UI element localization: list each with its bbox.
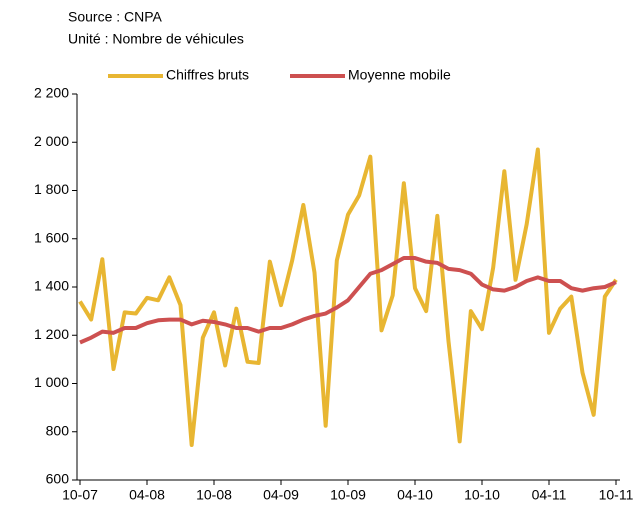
unit-note: Unité : Nombre de véhicules: [68, 31, 244, 47]
x-tick-label: 10-09: [330, 487, 366, 503]
x-tick-label: 10-10: [464, 487, 500, 503]
x-tick-label: 04-10: [397, 487, 433, 503]
series-line: [79, 256, 617, 345]
y-tick-label: 1 800: [34, 181, 69, 197]
x-tick-label: 04-09: [263, 487, 299, 503]
x-tick-label: 10-07: [62, 487, 98, 503]
y-tick-label: 600: [46, 471, 70, 487]
y-tick-label: 1 000: [34, 374, 69, 390]
x-tick-label: 04-08: [129, 487, 165, 503]
x-tick-label: 10-08: [196, 487, 232, 503]
legend-label: Moyenne mobile: [348, 67, 451, 83]
legend-label: Chiffres bruts: [166, 67, 249, 83]
y-tick-label: 1 200: [34, 326, 69, 342]
y-tick-label: 1 400: [34, 278, 69, 294]
x-tick-label: 04-11: [532, 487, 567, 503]
y-tick-label: 1 600: [34, 229, 69, 245]
y-tick-label: 2 200: [34, 85, 69, 101]
x-tick-label: 10-11: [599, 487, 634, 503]
series-line: [78, 147, 618, 448]
y-tick-label: 2 000: [34, 133, 69, 149]
y-tick-label: 800: [46, 422, 70, 438]
source-note: Source : CNPA: [68, 9, 163, 25]
